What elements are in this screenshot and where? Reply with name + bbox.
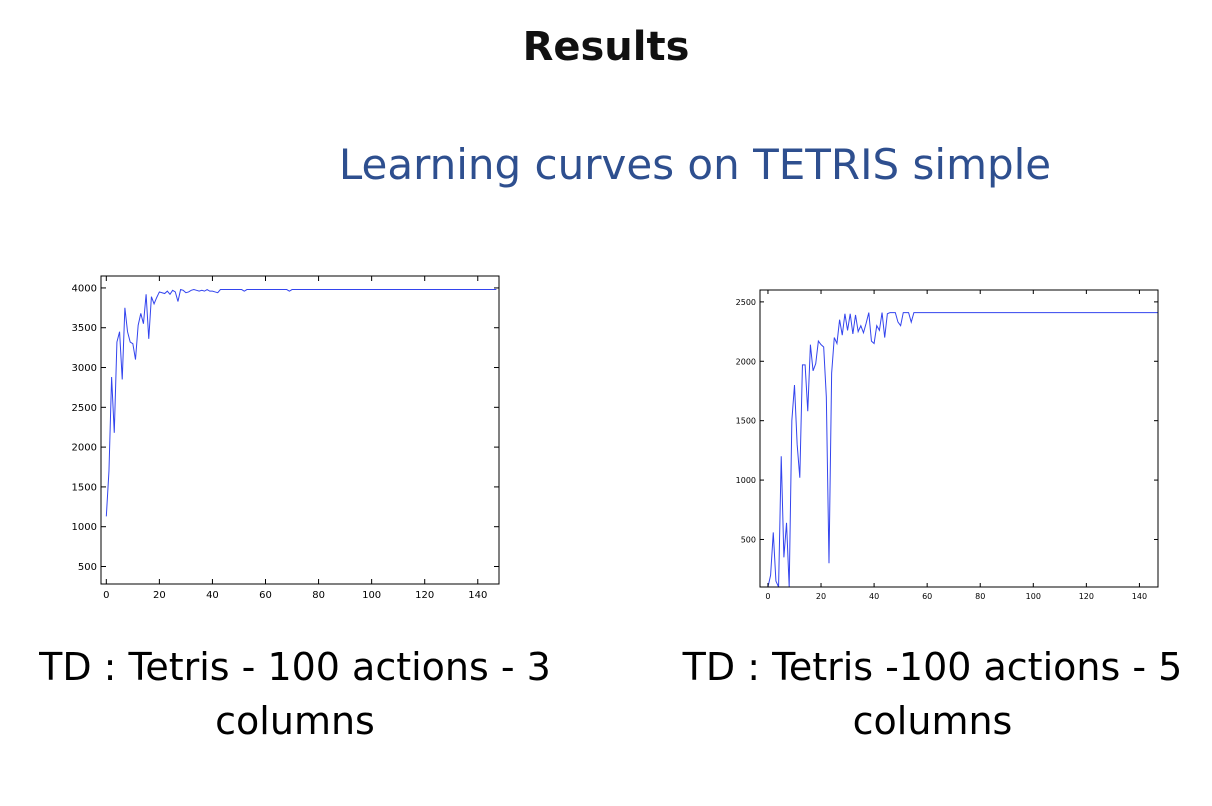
series-line-0 bbox=[767, 312, 1158, 587]
y-tick-label: 500 bbox=[741, 535, 756, 544]
x-tick-label: 80 bbox=[312, 590, 325, 601]
slide-subtitle: Learning curves on TETRIS simple bbox=[338, 140, 1052, 189]
y-tick-label: 1000 bbox=[736, 476, 756, 485]
y-tick-label: 3000 bbox=[72, 363, 97, 374]
x-tick-label: 120 bbox=[415, 590, 434, 601]
x-tick-label: 120 bbox=[1079, 592, 1094, 601]
x-tick-label: 60 bbox=[259, 590, 272, 601]
y-tick-label: 1000 bbox=[72, 522, 97, 533]
x-tick-label: 0 bbox=[765, 592, 770, 601]
y-tick-label: 2500 bbox=[72, 403, 97, 414]
y-tick-label: 1500 bbox=[736, 417, 756, 426]
x-tick-label: 140 bbox=[468, 590, 487, 601]
x-tick-label: 40 bbox=[869, 592, 879, 601]
y-tick-label: 4000 bbox=[72, 283, 97, 294]
y-tick-label: 500 bbox=[78, 562, 97, 573]
x-tick-label: 60 bbox=[922, 592, 932, 601]
x-tick-label: 0 bbox=[103, 590, 109, 601]
y-tick-label: 1500 bbox=[72, 482, 97, 493]
y-tick-label: 2000 bbox=[72, 443, 97, 454]
x-tick-label: 100 bbox=[1026, 592, 1041, 601]
caption-5-columns: TD : Tetris -100 actions - 5 columns bbox=[682, 645, 1183, 743]
caption-3-columns: TD : Tetris - 100 actions - 3 columns bbox=[39, 645, 551, 743]
slide-title: Results bbox=[522, 24, 690, 70]
y-tick-label: 3500 bbox=[72, 323, 97, 334]
x-tick-label: 100 bbox=[362, 590, 381, 601]
plot-frame bbox=[759, 289, 1159, 588]
x-tick-label: 20 bbox=[816, 592, 826, 601]
learning-curve-chart-3-columns: 0 20 40 60 80 100 120 140 500 1000 1500 2000 2500 300… bbox=[72, 275, 500, 601]
y-tick-label: 2500 bbox=[736, 298, 756, 307]
learning-curve-chart-5-columns: 0 20 40 60 80 100 120 140 500 1000 1500 2000 2500 bbox=[736, 289, 1159, 601]
x-tick-label: 40 bbox=[206, 590, 219, 601]
x-tick-label: 20 bbox=[153, 590, 166, 601]
plot-frame bbox=[100, 275, 500, 585]
x-tick-label: 140 bbox=[1132, 592, 1147, 601]
y-tick-label: 2000 bbox=[736, 357, 756, 366]
series-line-0 bbox=[105, 288, 497, 517]
x-tick-label: 80 bbox=[975, 592, 985, 601]
